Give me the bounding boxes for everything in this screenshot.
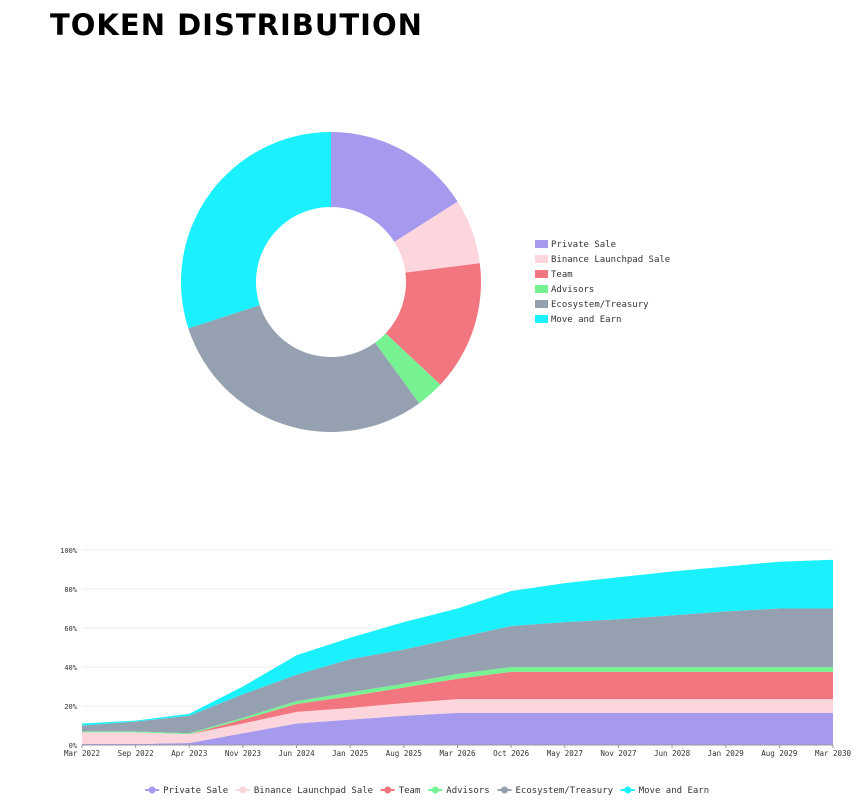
- x-tick-label: Jun 2028: [654, 749, 691, 758]
- legend-swatch: [535, 255, 548, 263]
- legend-marker: [501, 786, 508, 794]
- legend-marker: [431, 786, 439, 794]
- legend-label: Binance Launchpad Sale: [254, 786, 373, 796]
- legend-label: Ecosystem/Treasury: [516, 786, 614, 796]
- area: [82, 699, 833, 745]
- legend-swatch: [535, 315, 548, 323]
- x-tick-label: Mar 2026: [439, 749, 476, 758]
- legend-label: Binance Launchpad Sale: [551, 255, 670, 265]
- x-tick-label: Jun 2024: [279, 749, 316, 758]
- legend-label: Move and Earn: [639, 786, 709, 796]
- page-title: TOKEN DISTRIBUTION: [50, 8, 423, 42]
- pie-slice: [180, 132, 331, 329]
- area: [82, 608, 833, 734]
- x-tick-label: Jan 2029: [708, 749, 744, 758]
- x-tick-label: Aug 2025: [386, 749, 422, 758]
- legend-label: Private Sale: [551, 240, 616, 250]
- legend-swatch: [535, 270, 548, 278]
- legend-label: Advisors: [551, 285, 594, 295]
- x-tick-label: Jan 2025: [332, 749, 368, 758]
- area: [82, 559, 833, 726]
- x-tick-label: May 2027: [547, 749, 583, 758]
- y-tick-label: 40%: [64, 664, 77, 672]
- x-tick-label: Oct 2026: [493, 749, 530, 758]
- legend-marker: [624, 786, 632, 794]
- y-tick-label: 0%: [69, 742, 78, 750]
- area: [82, 712, 833, 745]
- area: [82, 671, 833, 735]
- pie-slice: [188, 305, 420, 432]
- x-tick-label: Nov 2027: [600, 749, 636, 758]
- legend-label: Team: [399, 786, 421, 796]
- y-tick-label: 80%: [64, 586, 77, 594]
- y-tick-label: 20%: [64, 703, 77, 711]
- legend-swatch: [535, 240, 548, 248]
- legend-marker: [148, 786, 156, 794]
- pie-slice: [331, 132, 458, 242]
- legend-marker: [384, 786, 392, 794]
- pie-slice: [385, 263, 482, 385]
- x-tick-label: Nov 2023: [225, 749, 261, 758]
- legend-swatch: [535, 300, 548, 308]
- x-tick-label: Sep 2022: [118, 749, 154, 758]
- x-tick-label: Mar 2022: [64, 749, 100, 758]
- x-tick-label: Aug 2029: [761, 749, 797, 758]
- pie-slice: [394, 201, 480, 273]
- legend-label: Private Sale: [163, 786, 228, 796]
- x-tick-label: Mar 2030: [815, 749, 852, 758]
- legend-label: Advisors: [446, 786, 489, 796]
- y-tick-label: 60%: [64, 625, 77, 633]
- legend-label: Move and Earn: [551, 315, 621, 325]
- y-tick-label: 100%: [60, 547, 78, 555]
- legend-label: Ecosystem/Treasury: [551, 300, 649, 310]
- pie-slice: [375, 333, 441, 404]
- x-tick-label: Apr 2023: [171, 749, 207, 758]
- legend-marker: [239, 786, 247, 794]
- legend-swatch: [535, 285, 548, 293]
- legend-label: Team: [551, 270, 573, 280]
